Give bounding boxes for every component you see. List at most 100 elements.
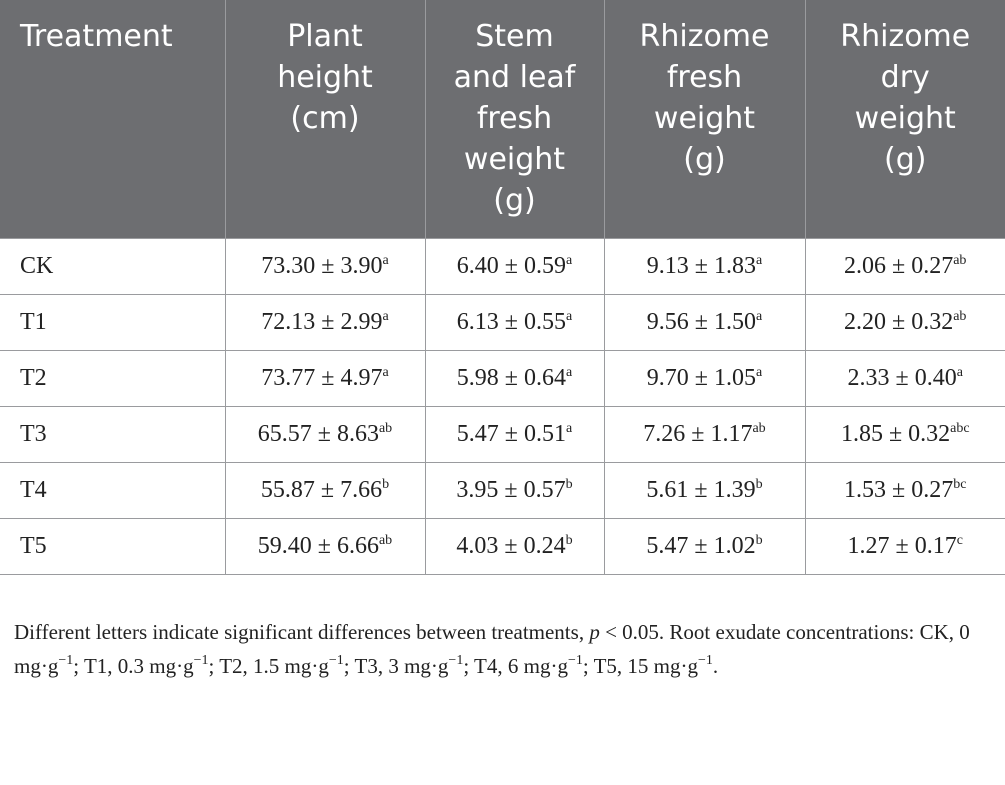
value-cell: 2.06 ± 0.27ab [804,238,1005,295]
footnote-text: < 0.05. Root exudate concentrations: [599,620,920,644]
header-cell: Rhizome fresh weight (g) [603,0,805,239]
cell-value: 9.70 ± 1.05 [646,365,756,391]
value-cell: 55.87 ± 7.66b [224,462,426,519]
value-cell: 7.26 ± 1.17ab [603,406,806,463]
cell-value: 72.13 ± 2.99 [261,309,383,335]
footnote-sup: −1 [448,653,464,668]
value-cell: 1.27 ± 0.17c [804,518,1005,575]
header-row: Treatment Plant height (cm) Stem and leaf fres… [0,0,1005,239]
header-line: Stem [475,19,554,54]
cell-value: 5.61 ± 1.39 [646,477,756,503]
cell-value: 7.26 ± 1.17 [643,421,753,447]
significance-letter: bc [953,477,967,492]
footnote-text: T4, 6 mg·g [474,654,568,678]
cell-value: 5.47 ± 0.51 [456,421,566,447]
footnote-sup: −1 [193,653,209,668]
header-line: and leaf [453,60,576,95]
cell-value: 73.30 ± 3.90 [261,253,383,279]
value-cell: 6.13 ± 0.55a [424,294,605,351]
treatment-cell: T1 [0,294,226,351]
footnote-sup: −1 [567,653,583,668]
significance-letter: a [565,421,573,436]
significance-letter: a [755,365,763,380]
treatment-cell: T2 [0,350,226,407]
footnote-text: . [712,654,719,678]
significance-letter: a [565,309,573,324]
table-row: T2 73.77 ± 4.97a 5.98 ± 0.64a 9.70 ± 1.05a 2… [0,350,1005,407]
header-line: dry [880,60,930,95]
footnote-text: ; [582,654,594,678]
significance-letter: a [956,365,963,380]
cell-value: 1.53 ± 0.27 [844,477,954,503]
cell-value: 1.85 ± 0.32 [840,421,951,447]
value-cell: 73.30 ± 3.90a [224,238,426,295]
value-cell: 65.57 ± 8.63ab [224,406,426,463]
value-cell: 2.20 ± 0.32ab [804,294,1005,351]
treatment-cell: T3 [0,406,226,463]
value-cell: 1.53 ± 0.27bc [804,462,1005,519]
footnote-sup: −1 [58,653,74,668]
footnote-text: T5, 15 mg·g [593,654,698,678]
cell-value: 55.87 ± 7.66 [260,477,383,503]
table-row: T3 65.57 ± 8.63ab 5.47 ± 0.51a 7.26 ± 1.17a… [0,406,1005,463]
cell-value: 6.40 ± 0.59 [456,253,566,279]
cell-value: 5.98 ± 0.64 [456,365,566,391]
value-cell: 5.47 ± 1.02b [603,518,806,575]
header-cell: Rhizome dry weight (g) [804,0,1005,239]
header-cell: Stem and leaf fresh weight (g) [424,0,604,239]
header-line: fresh [476,101,553,136]
value-cell: 3.95 ± 0.57b [424,462,605,519]
significance-letter: b [755,477,763,492]
cell-value: 9.56 ± 1.50 [646,309,756,335]
header-line: (g) [884,142,927,177]
value-cell: 9.56 ± 1.50a [603,294,806,351]
significance-letter: a [382,309,389,324]
significance-letter: ab [953,253,967,268]
significance-letter: ab [752,421,766,436]
value-cell: 72.13 ± 2.99a [224,294,426,351]
treatment-cell: CK [0,238,226,295]
header-line: (cm) [290,101,360,136]
footnote-sup: −1 [328,653,344,668]
footnote-text: ; [463,654,475,678]
footnote: Different letters indicate significant d… [14,615,985,683]
header-line: height [277,60,373,95]
treatment-cell: T4 [0,462,226,519]
footnote-sup: −1 [697,653,713,668]
cell-value: 5.47 ± 1.02 [646,533,756,559]
header-cell: Treatment [0,0,225,239]
table-body: CK 73.30 ± 3.90a 6.40 ± 0.59a 9.13 ± 1.83a 2… [0,238,1005,575]
table-row: T4 55.87 ± 7.66b 3.95 ± 0.57b 5.61 ± 1.39b 1… [0,462,1005,519]
header-line: (g) [493,183,536,218]
value-cell: 9.13 ± 1.83a [603,238,806,295]
footnote-text: T2, 1.5 mg·g [219,654,329,678]
value-cell: 1.85 ± 0.32abc [804,406,1005,463]
footnote-italic: p [589,620,600,644]
cell-value: 2.06 ± 0.27 [844,253,954,279]
table-row: T5 59.40 ± 6.66ab 4.03 ± 0.24b 5.47 ± 1.02b… [0,518,1005,575]
value-cell: 9.70 ± 1.05a [603,350,806,407]
header-line: (g) [683,142,726,177]
significance-letter: b [755,533,763,548]
significance-letter: a [565,365,573,380]
significance-letter: b [382,477,390,492]
header-line: Plant [287,19,363,54]
header-line: Rhizome [639,19,770,54]
footnote-text: ; [343,654,355,678]
value-cell: 5.61 ± 1.39b [603,462,806,519]
header-line: weight [463,142,566,177]
header-line: Treatment [20,19,173,54]
value-cell: 5.98 ± 0.64a [424,350,605,407]
significance-letter: a [755,253,763,268]
significance-letter: a [565,253,573,268]
header-line: weight [653,101,756,136]
significance-letter: a [382,365,389,380]
value-cell: 73.77 ± 4.97a [224,350,426,407]
cell-value: 2.33 ± 0.40 [847,365,957,391]
value-cell: 59.40 ± 6.66ab [224,518,426,575]
cell-value: 65.57 ± 8.63 [257,421,379,447]
significance-letter: abc [950,421,970,436]
table-row: CK 73.30 ± 3.90a 6.40 ± 0.59a 9.13 ± 1.83a 2… [0,238,1005,295]
header-cell: Plant height (cm) [224,0,425,239]
